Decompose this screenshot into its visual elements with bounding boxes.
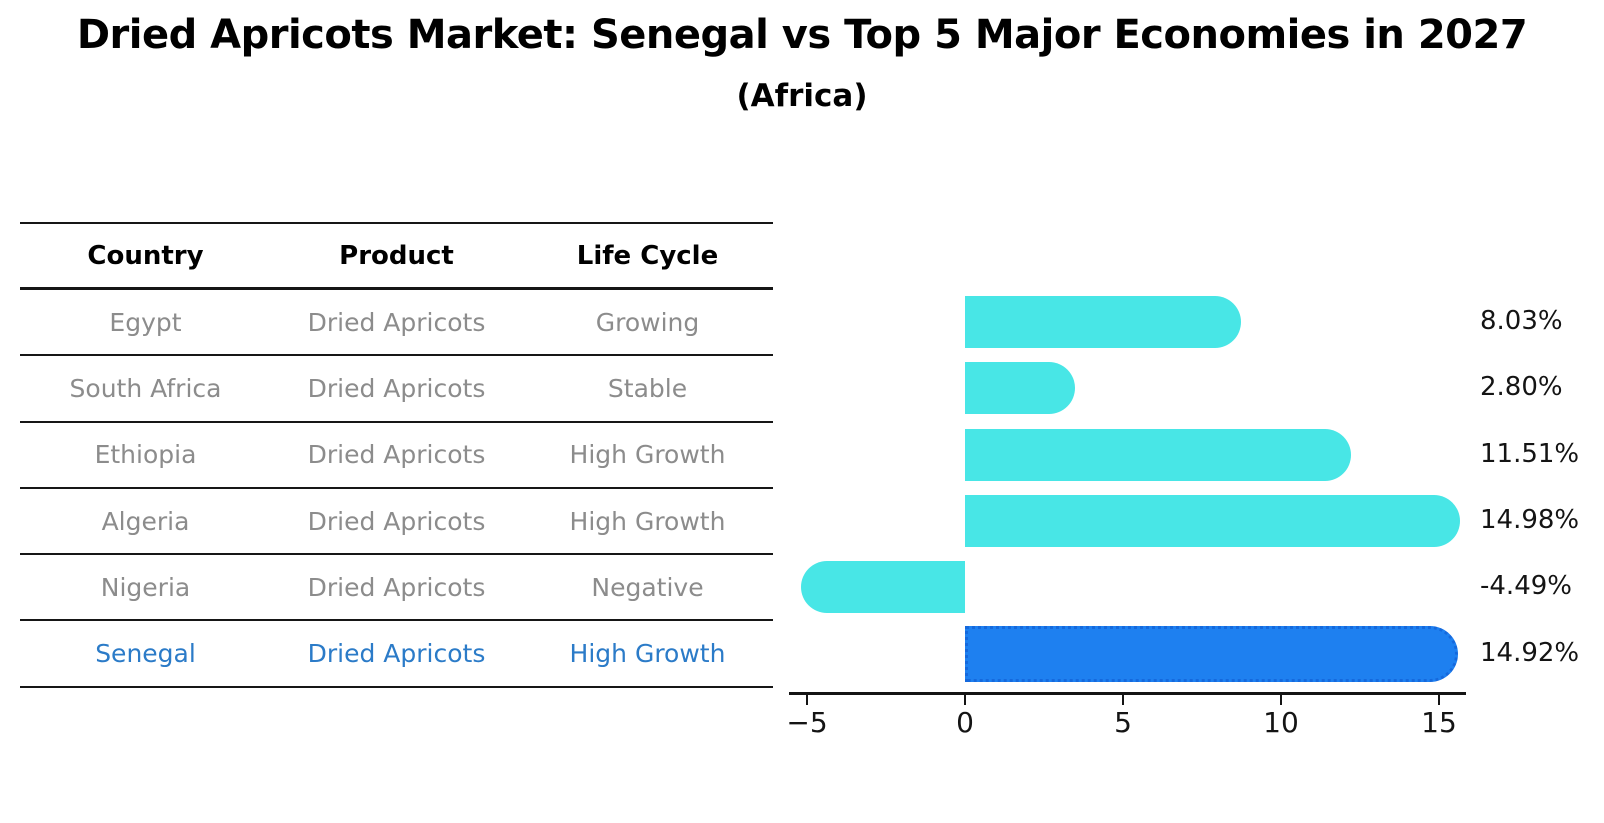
- table-cell-country: Egypt: [109, 307, 182, 337]
- bar-value-label: 14.98%: [1480, 504, 1580, 535]
- table-row: Senegal Dried Apricots High Growth: [20, 621, 773, 688]
- x-tick-mark: [1279, 695, 1283, 705]
- x-tick-label: 15: [1421, 706, 1457, 739]
- x-tick-mark: [805, 695, 809, 705]
- x-tick-mark: [1437, 695, 1441, 705]
- bar-egypt: [965, 296, 1241, 348]
- table-cell-product: Dried Apricots: [307, 639, 486, 669]
- comparison-table: Country Product Life Cycle Egypt Dried Ap…: [20, 222, 773, 688]
- x-tick-mark: [963, 695, 967, 705]
- x-tick-label: 0: [956, 706, 974, 739]
- table-cell-country: Algeria: [101, 506, 190, 536]
- bar-nigeria: [801, 561, 965, 614]
- table-cell-life-cycle: Stable: [607, 373, 688, 403]
- figure-subtitle: (Africa): [736, 78, 868, 114]
- x-tick-label: −5: [786, 706, 828, 739]
- table-cell-product: Dried Apricots: [307, 572, 486, 602]
- table-cell-life-cycle: Growing: [595, 307, 700, 337]
- table-cell-product: Dried Apricots: [307, 506, 486, 536]
- table-row: Nigeria Dried Apricots Negative: [20, 555, 773, 622]
- bar-value-label: 11.51%: [1480, 438, 1580, 469]
- table-body: Egypt Dried Apricots Growing South Africa Dr…: [20, 290, 773, 688]
- table-cell-life-cycle: High Growth: [569, 440, 726, 470]
- bar-value-label: 2.80%: [1480, 372, 1563, 403]
- table-header-row: Country Product Life Cycle: [20, 224, 773, 290]
- bar-value-label: 8.03%: [1480, 306, 1563, 336]
- table-cell-country: Senegal: [95, 639, 196, 669]
- x-tick-label: 5: [1114, 706, 1132, 739]
- table-cell-country: Ethiopia: [94, 440, 197, 470]
- table-cell-life-cycle: High Growth: [569, 506, 726, 536]
- table-cell-life-cycle: Negative: [591, 572, 704, 602]
- bar-south-africa: [965, 362, 1076, 415]
- bar-value-label: -4.49%: [1480, 571, 1572, 602]
- bar-ethiopia: [965, 428, 1351, 481]
- x-tick-label: 10: [1263, 706, 1299, 739]
- table-cell-product: Dried Apricots: [307, 373, 486, 403]
- header-country: Country: [87, 240, 204, 271]
- table-cell-country: South Africa: [69, 373, 222, 403]
- table-cell-country: Nigeria: [100, 572, 191, 602]
- table-row: Algeria Dried Apricots High Growth: [20, 489, 773, 556]
- bar-senegal: [965, 625, 1459, 682]
- table-row: Egypt Dried Apricots Growing: [20, 290, 773, 357]
- table-cell-product: Dried Apricots: [307, 307, 486, 337]
- table-cell-product: Dried Apricots: [307, 440, 486, 470]
- figure-title: Dried Apricots Market: Senegal vs Top 5 …: [76, 12, 1528, 58]
- x-tick-mark: [1121, 695, 1125, 705]
- table-row: South Africa Dried Apricots Stable: [20, 356, 773, 423]
- table-row: Ethiopia Dried Apricots High Growth: [20, 423, 773, 489]
- header-product: Product: [339, 240, 454, 271]
- header-life-cycle: Life Cycle: [576, 240, 719, 271]
- bar-value-label: 14.92%: [1480, 637, 1580, 668]
- x-axis-line: [789, 692, 1466, 695]
- table-cell-life-cycle: High Growth: [569, 639, 726, 669]
- bar-algeria: [965, 494, 1461, 547]
